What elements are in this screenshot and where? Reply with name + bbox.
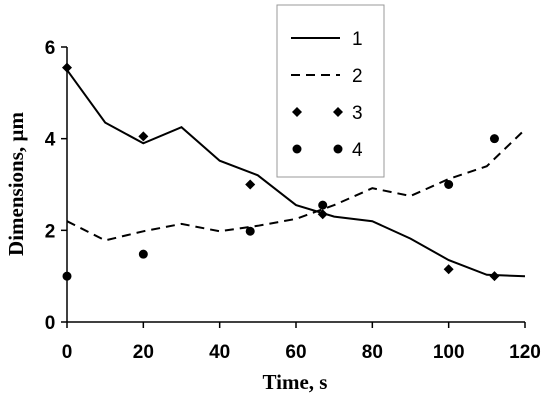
legend-item-4: 4 [292, 140, 363, 161]
series-layer [62, 62, 526, 282]
data-point-3 [62, 62, 72, 73]
legend-label: 3 [352, 103, 363, 124]
legend-label: 1 [352, 29, 363, 50]
series-line-2 [66, 128, 526, 242]
series-2 [66, 128, 526, 242]
series-3 [62, 62, 500, 282]
x-tick-label: 60 [285, 342, 306, 363]
y-tick-label: 6 [45, 38, 56, 59]
data-point-3 [138, 131, 149, 142]
x-tick-label: 20 [133, 342, 154, 363]
data-point-4 [489, 134, 499, 144]
y-axis-title: Dimensions, µm [4, 112, 28, 256]
data-point-4 [138, 249, 148, 259]
y-tick-label: 0 [45, 313, 56, 334]
series-4 [62, 134, 499, 281]
data-point-3 [443, 264, 454, 275]
series-1 [66, 69, 526, 278]
data-point-3 [489, 271, 500, 282]
x-axis-title: Time, s [263, 370, 328, 394]
tick-labels: 0 20 40 60 80 100 120 0 2 4 6 [45, 38, 541, 363]
legend-swatch [292, 107, 302, 117]
series-line-1 [66, 69, 526, 278]
data-point-4 [444, 180, 454, 189]
data-point-3 [317, 209, 328, 220]
data-point-4 [62, 271, 72, 281]
legend-item-2: 2 [291, 66, 363, 87]
x-tick-label: 120 [509, 342, 541, 363]
data-point-3 [245, 179, 256, 190]
legend: 1 2 3 4 [276, 4, 385, 178]
data-point-4 [318, 200, 328, 210]
x-tick-label: 0 [62, 342, 73, 363]
legend-item-1: 1 [291, 29, 363, 50]
legend-label: 2 [352, 66, 363, 87]
legend-item-3: 3 [292, 103, 363, 124]
legend-swatch [333, 107, 343, 117]
legend-swatch [333, 144, 343, 154]
x-tick-label: 80 [362, 342, 383, 363]
x-tick-label: 100 [433, 342, 465, 363]
y-tick-label: 4 [45, 130, 56, 151]
data-point-4 [245, 226, 255, 236]
legend-label: 4 [352, 140, 363, 161]
legend-box [276, 4, 385, 178]
legend-swatch [292, 144, 302, 154]
y-tick-label: 2 [45, 221, 56, 242]
x-tick-label: 40 [209, 342, 230, 363]
